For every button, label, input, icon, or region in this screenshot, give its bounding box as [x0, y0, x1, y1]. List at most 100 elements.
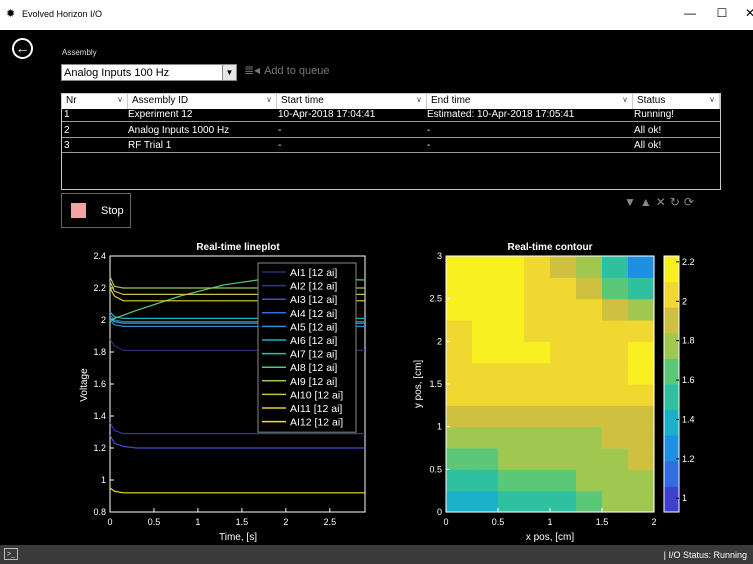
contour-cell	[550, 256, 577, 278]
chevron-down-icon[interactable]: ▼	[222, 65, 236, 80]
minimize-button[interactable]: —	[684, 6, 696, 20]
colorbar-band	[664, 256, 679, 283]
x-tick-label: 1	[547, 517, 552, 527]
column-header-assembly-id[interactable]: Assembly ID ∨	[128, 94, 277, 109]
close-button[interactable]: ✕	[744, 6, 753, 20]
y-tick-label: 2	[101, 315, 106, 325]
back-button[interactable]: ←	[12, 38, 33, 59]
x-tick-label: 2	[283, 517, 288, 527]
sync-icon[interactable]: ⟳	[683, 195, 694, 209]
lineplot-ylabel: Voltage	[79, 368, 90, 402]
maximize-button[interactable]: ☐	[716, 6, 728, 20]
contour-cell	[498, 405, 525, 428]
header-label: End time	[431, 95, 471, 106]
contour-cell	[524, 426, 551, 449]
table-row[interactable]: 3 RF Trial 1 - - All ok!	[62, 140, 720, 153]
series-line	[109, 281, 365, 296]
contour-chart: Real-time contour x pos, [cm] y pos, [cm…	[413, 242, 695, 543]
legend-label: AI7 [12 ai]	[290, 349, 337, 361]
contour-cell	[576, 277, 603, 300]
contour-cell	[524, 277, 551, 300]
contour-cell	[628, 405, 655, 428]
contour-cell	[446, 405, 473, 428]
colorbar-band	[664, 409, 679, 436]
column-header-nr[interactable]: Nr ∨	[62, 94, 128, 109]
contour-cell	[524, 469, 551, 492]
y-tick-label: 1.2	[93, 443, 106, 453]
series-line	[109, 422, 365, 435]
contour-title: Real-time contour	[507, 242, 592, 253]
table-row[interactable]: 2 Analog Inputs 1000 Hz - - All ok!	[62, 125, 720, 138]
contour-cell	[472, 277, 499, 300]
move-down-icon[interactable]: ▼	[624, 195, 636, 209]
contour-cell	[524, 362, 551, 385]
y-tick-label: 3	[437, 251, 442, 261]
stop-button[interactable]: Stop	[61, 193, 131, 228]
colorbar-band	[664, 358, 679, 385]
colorbar-band	[664, 281, 679, 308]
colorbar-band	[664, 332, 679, 359]
add-to-queue-button[interactable]: ≣◂ Add to queue	[244, 63, 330, 77]
contour-cell	[498, 298, 525, 321]
contour-cell	[602, 426, 629, 449]
colorbar-tick-label: 2	[682, 296, 687, 306]
contour-cell	[628, 320, 655, 342]
remove-icon[interactable]: ✕	[655, 195, 666, 209]
contour-cell	[446, 469, 473, 492]
contour-cell	[550, 448, 577, 470]
x-tick-label: 1.5	[596, 517, 609, 527]
lineplot-xlabel: Time, [s]	[219, 532, 257, 543]
contour-cell	[472, 362, 499, 385]
cell-nr: 1	[64, 109, 70, 120]
contour-cell	[524, 298, 551, 321]
queue-table: Nr ∨ Assembly ID ∨ Start time ∨ End time ∨ S…	[61, 93, 721, 190]
contour-cell	[472, 448, 499, 470]
contour-cell	[498, 426, 525, 449]
colorbar	[663, 255, 680, 513]
chevron-down-icon: ∨	[709, 95, 715, 104]
arrow-left-icon: ←	[15, 40, 30, 56]
contour-cell	[602, 341, 629, 364]
contour-cell	[446, 298, 473, 321]
column-header-start-time[interactable]: Start time ∨	[277, 94, 427, 109]
legend-label: AI8 [12 ai]	[290, 362, 337, 374]
header-label: Start time	[281, 95, 324, 106]
contour-cell	[550, 277, 577, 300]
series-line	[109, 319, 365, 328]
colorbar-band	[664, 460, 679, 487]
status-bar	[0, 545, 753, 564]
move-up-icon[interactable]: ▲	[639, 195, 652, 209]
contour-xlabel: x pos, [cm]	[526, 532, 575, 543]
column-header-end-time[interactable]: End time ∨	[427, 94, 633, 109]
series-line	[109, 276, 365, 289]
stop-label: Stop	[101, 205, 124, 217]
refresh-icon[interactable]: ↻	[669, 195, 680, 209]
contour-cell	[550, 469, 577, 492]
contour-cell	[628, 384, 655, 406]
contour-cell	[602, 320, 629, 342]
cell-assembly-id: Analog Inputs 1000 Hz	[128, 125, 230, 136]
header-label: Status	[637, 95, 666, 106]
contour-cell	[628, 490, 655, 513]
terminal-icon[interactable]: >_	[4, 548, 18, 560]
column-header-status[interactable]: Status ∨	[633, 94, 720, 109]
contour-cell	[628, 298, 655, 321]
contour-cell	[576, 298, 603, 321]
window-title: Evolved Horizon I/O	[22, 9, 103, 19]
legend-label: AI6 [12 ai]	[290, 335, 337, 347]
contour-cell	[446, 277, 473, 300]
cell-end-time: -	[427, 140, 431, 151]
contour-cell	[576, 320, 603, 342]
assembly-select[interactable]: Analog Inputs 100 Hz ▼	[61, 64, 237, 81]
contour-cell	[498, 362, 525, 385]
contour-cell	[524, 405, 551, 428]
contour-cell	[498, 448, 525, 470]
contour-cell	[602, 384, 629, 406]
chevron-down-icon: ∨	[117, 95, 123, 104]
lineplot-chart: Real-time lineplot Time, [s] Voltage 0 0.…	[79, 242, 366, 543]
chevron-down-icon: ∨	[622, 95, 628, 104]
table-row[interactable]: 1 Experiment 12 10-Apr-2018 17:04:41 Est…	[62, 109, 720, 122]
y-tick-label: 1.8	[93, 347, 106, 357]
legend-label: AI11 [12 ai]	[290, 403, 342, 415]
contour-cell	[576, 405, 603, 428]
